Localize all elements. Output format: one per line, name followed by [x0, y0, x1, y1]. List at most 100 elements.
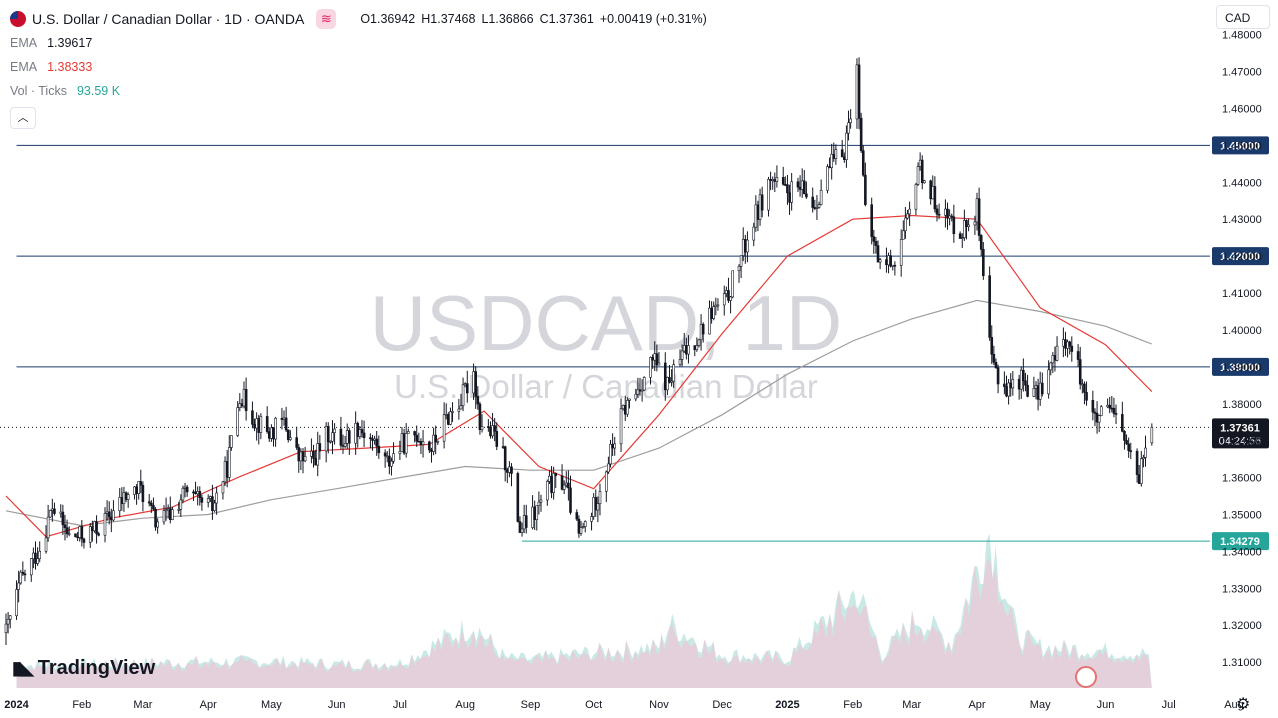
candle-body	[626, 400, 629, 415]
candle-body	[828, 166, 831, 169]
candle	[937, 203, 941, 220]
indicator-ema-fast[interactable]: EMA 1.39617	[10, 31, 707, 55]
candle-body	[672, 364, 676, 382]
candle	[668, 365, 671, 384]
candle	[227, 435, 231, 481]
candle-body	[564, 482, 568, 486]
candle	[931, 175, 935, 200]
candle-body	[916, 166, 920, 185]
collapse-legend-button[interactable]: ︿	[10, 107, 36, 129]
candle-body	[885, 259, 888, 266]
candle-body	[48, 510, 52, 518]
candle-body	[649, 357, 652, 378]
candle	[251, 401, 254, 429]
compare-icon[interactable]: ≋	[316, 9, 337, 29]
candle-body	[741, 239, 745, 256]
candle-body	[788, 192, 791, 203]
candle	[960, 233, 964, 249]
candle	[442, 402, 446, 449]
candle-body	[531, 506, 534, 528]
candle-body	[1097, 415, 1101, 423]
candle	[727, 277, 730, 303]
candle-body	[861, 150, 865, 176]
candle-body	[878, 259, 882, 263]
candle	[421, 429, 425, 458]
candle-body	[447, 414, 450, 425]
candle-body	[739, 255, 743, 267]
candle-body	[931, 186, 935, 200]
candle-body	[417, 440, 421, 443]
candle-body	[474, 371, 478, 397]
candle	[798, 175, 802, 197]
candle	[480, 414, 484, 433]
candle-body	[830, 153, 833, 169]
candle-body	[965, 220, 968, 227]
candle	[906, 209, 909, 220]
candle	[200, 494, 204, 511]
candle-body	[348, 430, 351, 444]
candle	[404, 423, 408, 458]
candle	[53, 502, 56, 516]
candle	[933, 176, 937, 213]
candle	[916, 162, 920, 186]
currency-button[interactable]: CAD	[1216, 5, 1270, 29]
indicator-volume[interactable]: Vol · Ticks 93.59 K	[10, 79, 707, 103]
level-label: 1.42000	[1220, 251, 1260, 263]
candle-body	[847, 122, 850, 134]
candle-body	[655, 353, 659, 366]
candle	[666, 376, 669, 396]
candle	[731, 270, 734, 299]
candle-body	[944, 208, 947, 216]
candle-body	[211, 496, 214, 511]
candle	[979, 234, 983, 257]
tradingview-logo[interactable]: ▮◣ TradingView	[12, 657, 155, 680]
candle-body	[118, 497, 122, 512]
candle	[1017, 374, 1021, 400]
candle	[139, 469, 143, 494]
gear-icon[interactable]: ⚙	[1236, 696, 1251, 713]
candle	[137, 481, 140, 500]
candle-body	[581, 526, 585, 528]
candle	[1121, 401, 1124, 433]
candle	[356, 421, 360, 448]
candle	[51, 498, 54, 522]
candle	[1036, 378, 1040, 411]
candle	[80, 520, 84, 547]
candle	[314, 449, 317, 466]
candle-body	[251, 410, 254, 425]
candle-body	[120, 497, 124, 504]
candle	[286, 429, 290, 443]
candle-body	[992, 353, 996, 363]
candle	[904, 207, 907, 239]
candle-body	[594, 497, 598, 511]
candle	[834, 144, 838, 165]
candle	[802, 170, 806, 195]
symbol-title[interactable]: U.S. Dollar / Canadian Dollar · 1D · OAN…	[32, 11, 305, 27]
candle-body	[552, 473, 555, 493]
candle-body	[267, 431, 271, 439]
candle	[1125, 434, 1128, 445]
candle-body	[933, 186, 937, 210]
x-tick-label: Jun	[1097, 699, 1115, 711]
candle-body	[8, 615, 12, 620]
candle-body	[722, 293, 726, 306]
candle	[244, 377, 248, 421]
candle	[552, 466, 555, 500]
candle	[697, 338, 701, 348]
candle-body	[1034, 385, 1038, 389]
candle-body	[221, 481, 225, 494]
indicator-ema-slow[interactable]: EMA 1.38333	[10, 55, 707, 79]
candle	[192, 489, 195, 501]
candle	[402, 428, 406, 456]
candle-body	[312, 450, 315, 459]
candle	[255, 412, 258, 441]
candle	[859, 112, 863, 153]
candle-body	[695, 345, 699, 350]
candle-body	[34, 552, 37, 564]
candle-body	[476, 396, 480, 405]
candle	[221, 480, 225, 500]
level-label: 1.39000	[1220, 362, 1260, 374]
candle-body	[135, 486, 138, 494]
candle-body	[1135, 450, 1139, 475]
